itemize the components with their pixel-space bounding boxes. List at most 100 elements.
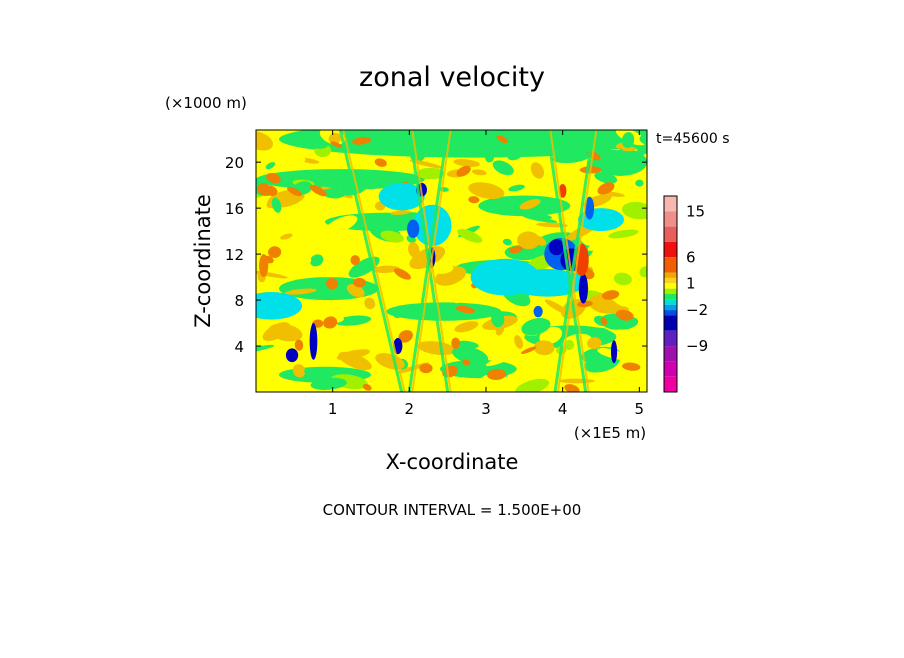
colorbar-band (664, 288, 677, 294)
field-blotch (390, 210, 411, 215)
field-positive-core (268, 246, 282, 259)
field-blotch (305, 139, 329, 149)
y-tick-label: 16 (225, 200, 244, 218)
colorbar-band (664, 241, 677, 258)
field-blotch (454, 321, 479, 333)
field-blotch (346, 284, 365, 298)
field-blotch (484, 149, 495, 163)
y-tick-label: 12 (225, 246, 244, 264)
field-positive-core (330, 141, 343, 148)
field-positive-core (456, 165, 471, 177)
field-blotch (451, 286, 464, 304)
colorbar-band (664, 294, 677, 300)
field-positive-core (451, 337, 461, 349)
field-blotch (256, 344, 275, 354)
field-region-negative (279, 130, 647, 158)
field-vortex-core (309, 323, 318, 360)
field-blotch (608, 229, 639, 239)
field-blotch (468, 182, 505, 200)
colorbar-label: 1 (686, 274, 696, 292)
field-wave-streak (411, 130, 452, 392)
field-blotch (507, 153, 522, 161)
field-blotch (479, 374, 513, 392)
field-positive-core (520, 346, 537, 354)
x-tick-label: 3 (481, 400, 491, 418)
y-tick-label: 20 (225, 154, 244, 172)
field-region-negative (386, 302, 502, 321)
field-vortex-core (610, 340, 618, 364)
x-axis-label: X-coordinate (386, 450, 519, 474)
colorbar-frame (663, 195, 678, 393)
field-blotch (408, 242, 420, 258)
field-blotch (298, 228, 331, 245)
field-blotch (328, 132, 342, 145)
field-positive-core (398, 330, 413, 343)
field-blotch (368, 320, 401, 334)
field-blotch (564, 167, 575, 182)
field-blotch (491, 310, 505, 328)
field-wave-streak (545, 130, 588, 392)
field-wave-streak (549, 130, 590, 392)
field-blotch (515, 378, 550, 392)
field-positive-core (352, 137, 372, 145)
field-blotch (428, 261, 454, 274)
field-blotch (639, 135, 647, 145)
field-blotch (635, 143, 647, 157)
field-vortex-core (285, 348, 299, 363)
colorbar-band (664, 315, 677, 331)
field-blotch (457, 229, 483, 243)
field-positive-core (468, 196, 480, 204)
y-axis-ticks: 4 8 12 16 20 (225, 154, 647, 356)
field-positive-core (350, 255, 360, 266)
field-positive-core (615, 309, 634, 321)
field-blotch (338, 351, 372, 371)
field-blotch (322, 188, 345, 199)
colorbar-band (664, 346, 677, 362)
field-blotch (372, 265, 400, 273)
field-blotch (292, 364, 306, 378)
colorbar-label: 6 (686, 248, 696, 266)
field-wave-streak (338, 130, 404, 392)
field-wave-streak (553, 130, 595, 392)
field-blotch (268, 323, 303, 342)
x-axis-ticks: 1 2 3 4 5 (328, 130, 644, 418)
field-blotch (485, 350, 521, 367)
colorbar-band (664, 361, 677, 377)
field-wave-streak (557, 130, 598, 392)
field-blotch (530, 162, 545, 179)
field-blotch (492, 160, 514, 176)
colorbar-band (664, 310, 677, 316)
field-blotch (514, 335, 523, 349)
colorbar-band (664, 226, 677, 242)
x-tick-label: 5 (635, 400, 645, 418)
contour-interval-footer: CONTOUR INTERVAL = 1.500E+00 (323, 501, 582, 519)
field-positive-core (362, 384, 372, 391)
field-positive-core (462, 359, 471, 366)
field-blotch (502, 238, 512, 246)
field-positive-core (564, 384, 580, 392)
field-positive-core (577, 300, 593, 308)
x-tick-label: 2 (405, 400, 415, 418)
field-blotch (587, 240, 606, 251)
y-units-label: (×1000 m) (165, 94, 247, 112)
field-blotch (289, 253, 312, 269)
field-blotch (324, 215, 358, 235)
field-positive-core (487, 368, 507, 381)
field-hot-core (259, 254, 269, 278)
field-blotch (565, 185, 585, 202)
field-region-cyan (508, 269, 586, 297)
colorbar-band (664, 330, 677, 347)
field-region-negative (593, 148, 647, 176)
field-wave-streak (342, 130, 406, 392)
y-tick-label: 8 (234, 292, 244, 310)
field-blotch (551, 151, 590, 164)
contour-field (256, 130, 647, 392)
colorbar-label: −2 (686, 301, 708, 319)
field-blotch (452, 345, 489, 365)
field-positive-core (353, 277, 366, 288)
field-blotch (521, 318, 551, 336)
field-blotch (392, 308, 404, 319)
colorbar-band (664, 257, 677, 273)
field-blotch (564, 339, 575, 351)
